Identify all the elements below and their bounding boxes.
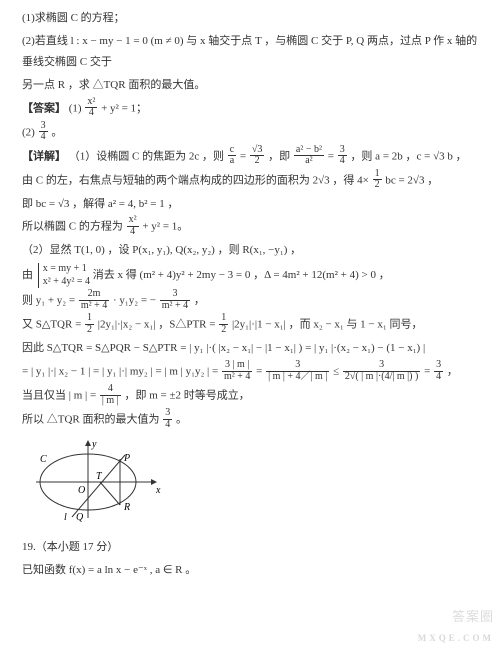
label-c: C (40, 454, 47, 465)
detail-9: 因此 S△TQR = S△PQR − S△PTR = | y₁ |·( |x₂ … (22, 338, 478, 359)
q19-number: 19.（本小题 17 分） (22, 537, 478, 558)
detail-11: 当且仅当 | m | = 4| m | ，即 m = ±2 时等号成立， (22, 385, 478, 407)
watermark-domain: MXQE.COM (418, 630, 494, 647)
answer-1: 【答案】 (1) x²4 + y² = 1； (22, 98, 478, 120)
label-l: l (64, 512, 67, 523)
detail-5: （2）显然 T(1, 0) ，设 P(x₁, y₁), Q(x₂, y₂) ，则… (22, 240, 478, 261)
detail-2: 由 C 的左，右焦点与短轴的两个端点构成的四边形的面积为 2√3 ，得 4× 1… (22, 170, 478, 192)
detail-6: 由 x = my + 1 x² + 4y² = 4 消去 x 得 (m² + 4… (22, 263, 478, 288)
detail-4: 所以椭圆 C 的方程为 x²4 + y² = 1。 (22, 216, 478, 238)
watermark: 答案圈 MXQE.COM (418, 605, 494, 647)
answer-2: (2) 34 。 (22, 122, 478, 144)
label-y: y (91, 439, 97, 450)
line-tr (100, 482, 120, 505)
ellipse-diagram: C P R Q T O x y l (28, 435, 478, 531)
label-r: R (123, 502, 130, 513)
label-p: P (123, 453, 130, 464)
detail-head: 【详解】 (22, 150, 66, 162)
label-t: T (96, 471, 103, 482)
label-o: O (78, 485, 85, 496)
brace-system: x = my + 1 x² + 4y² = 4 (38, 263, 90, 288)
frac-a1: x²4 (85, 97, 97, 119)
label-x: x (155, 485, 161, 496)
problem-2a: (2)若直线 l : x − my − 1 = 0 (m ≠ 0) 与 x 轴交… (22, 31, 478, 73)
detail-3: 即 bc = √3 ，解得 a² = 4, b² = 1 ， (22, 194, 478, 215)
detail-8: 又 S△TQR = 12 |2y₁|·|x₂ − x₁| ，S△PTR = 12… (22, 314, 478, 336)
q19-text: 已知函数 f(x) = a ln x − e⁻ˣ , a ∈ R 。 (22, 560, 478, 581)
detail-10: = | y₁ |·| x₂ − 1 | = | y₁ |·| my₂ | = |… (22, 361, 478, 383)
problem-1: (1)求椭圆 C 的方程； (22, 8, 478, 29)
watermark-brand: 答案圈 (418, 605, 494, 630)
detail-1: 【详解】 （1）设椭圆 C 的焦距为 2c ，则 ca = √32 ，即 a² … (22, 146, 478, 168)
detail-7: 则 y₁ + y₂ = 2mm² + 4 · y₁y₂ = − 3m² + 4 … (22, 290, 478, 312)
label-q: Q (76, 512, 84, 523)
answer-head: 【答案】 (22, 102, 66, 114)
detail-12: 所以 △TQR 面积的最大值为 34 。 (22, 409, 478, 431)
problem-2b: 另一点 R ，求 △TQR 面积的最大值。 (22, 75, 478, 96)
